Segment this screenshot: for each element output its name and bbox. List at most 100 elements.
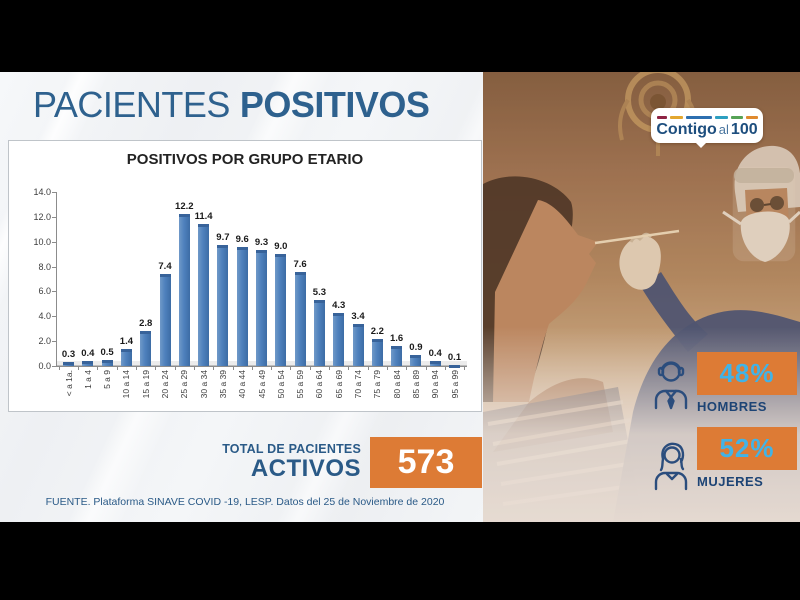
x-tick-mark [309,366,311,370]
x-tick-mark [329,366,331,370]
y-tick-mark [52,241,56,243]
logo-text-al: al [718,121,729,137]
y-tick-mark [52,341,56,343]
page-title-bold: POSITIVOS [239,84,430,125]
stat-mujeres-label: MUJERES [697,474,764,489]
y-tick-label: 14.0 [33,187,51,197]
logo-dash [730,116,743,119]
bar-65 a 69 [333,312,345,366]
y-tick-mark [52,192,56,193]
data-source-note: FUENTE. Plataforma SINAVE COVID -19, LES… [45,496,445,508]
y-tick-mark [52,366,56,367]
page-title-regular: PACIENTES [33,84,230,125]
y-tick-label: 4.0 [38,311,51,322]
x-tick-mark [464,366,466,370]
bar-5 a 9 [101,359,113,366]
x-category-label: 75 a 79 [372,370,383,399]
logo-dash [745,116,758,119]
bar-15 a 19 [140,331,152,366]
x-tick-mark [97,366,99,370]
page-title: PACIENTES POSITIVOS [33,84,430,126]
bar-value-label: 4.3 [332,299,346,311]
bar-70 a 74 [352,323,364,366]
x-category-label: 25 a 29 [179,370,190,399]
bar-value-label: 11.4 [194,211,213,223]
bar-60 a 64 [313,300,325,366]
x-category-label: < a 1a. [63,370,74,397]
x-category-label: 85 a 89 [410,370,421,399]
bar-90 a 94 [429,361,441,366]
y-tick-label: 8.0 [38,261,51,272]
bar-value-label: 1.4 [119,335,133,347]
bar-40 a 44 [236,246,248,366]
x-category-label: 1 a 4 [82,370,93,389]
bar-value-label: 9.6 [235,233,249,245]
stat-mujeres-badge: 52% [697,427,797,470]
bar-value-label: 0.4 [81,348,95,360]
x-category-label: 15 a 19 [140,370,151,399]
x-category-label: 30 a 34 [198,370,209,399]
y-tick-label: 12.0 [33,211,51,222]
total-patients-label: TOTAL DE PACIENTES ACTIVOS [222,442,361,482]
bar-95 a 99 [449,364,460,368]
x-tick-mark [290,366,292,370]
x-tick-mark [78,366,80,370]
x-tick-mark [406,366,408,370]
woman-icon [654,442,688,491]
x-tick-mark [271,366,273,370]
y-tick-label: 0.0 [38,361,51,371]
bar-value-label: 2.8 [139,318,153,330]
bar-50 a 54 [275,254,287,366]
bar-chart-panel: POSITIVOS POR GRUPO ETARIO 0.0 2.0 4.0 6.0 8… [8,140,482,412]
chart-section: PACIENTES POSITIVOS POSITIVOS POR GRUPO E… [0,72,483,522]
x-category-label: 95 a 99 [449,370,460,399]
bar-< a 1a. [63,362,74,366]
bar-35 a 39 [217,245,229,366]
x-category-label: 45 a 49 [256,370,267,399]
bar-value-label: 7.6 [293,258,307,270]
x-tick-mark [213,366,215,370]
y-axis-line [56,192,57,366]
stat-hombres-badge: 48% [697,352,797,395]
bar-value-label: 0.5 [100,346,114,358]
photo-section: Contigo al 100 48% [483,72,800,522]
x-category-label: 50 a 54 [275,370,286,399]
logo-text: Contigo al 100 [656,120,758,138]
bar-value-label: 12.2 [175,201,194,213]
x-tick-mark [386,366,388,370]
x-tick-mark [155,366,157,370]
bar-value-label: 5.3 [312,287,326,299]
x-axis-line [56,366,467,367]
bar-plot: 0.0 2.0 4.0 6.0 8.0 10.0 12.0 14.0 0.3 < a 1a. 0.4… [9,141,481,411]
bar-80 a 84 [391,346,403,366]
y-tick-label: 10.0 [33,236,51,247]
total-active-patients: TOTAL DE PACIENTES ACTIVOS 573 [8,437,482,488]
bar-value-label: 0.3 [61,349,76,361]
x-tick-mark [367,366,369,370]
bar-value-label: 0.4 [428,348,442,360]
y-tick-mark [52,291,56,293]
x-category-label: 40 a 44 [237,370,248,399]
bar-55 a 59 [294,271,306,366]
stat-hombres-percent: 48% [719,358,775,388]
swab-test-photo [483,72,800,522]
bar-85 a 89 [410,354,422,366]
x-category-label: 70 a 74 [353,370,363,399]
bar-value-label: 7.4 [158,261,172,273]
bar-value-label: 0.1 [447,351,462,363]
bar-20 a 24 [159,274,171,366]
bar-1 a 4 [82,361,94,366]
total-patients-line1: TOTAL DE PACIENTES [222,442,361,457]
y-tick-mark [52,316,56,318]
bar-value-label: 9.3 [254,237,269,249]
contigo-al-100-logo: Contigo al 100 [651,108,763,148]
x-tick-mark [58,366,60,370]
x-tick-mark [136,366,138,370]
x-category-label: 5 a 9 [102,370,113,389]
x-category-label: 60 a 64 [314,370,325,399]
logo-text-100: 100 [730,120,758,138]
x-tick-mark [444,366,446,370]
chart-title: POSITIVOS POR GRUPO ETARIO [126,151,364,168]
logo-text-contigo: Contigo [656,120,717,138]
bar-value-label: 0.9 [409,341,423,353]
